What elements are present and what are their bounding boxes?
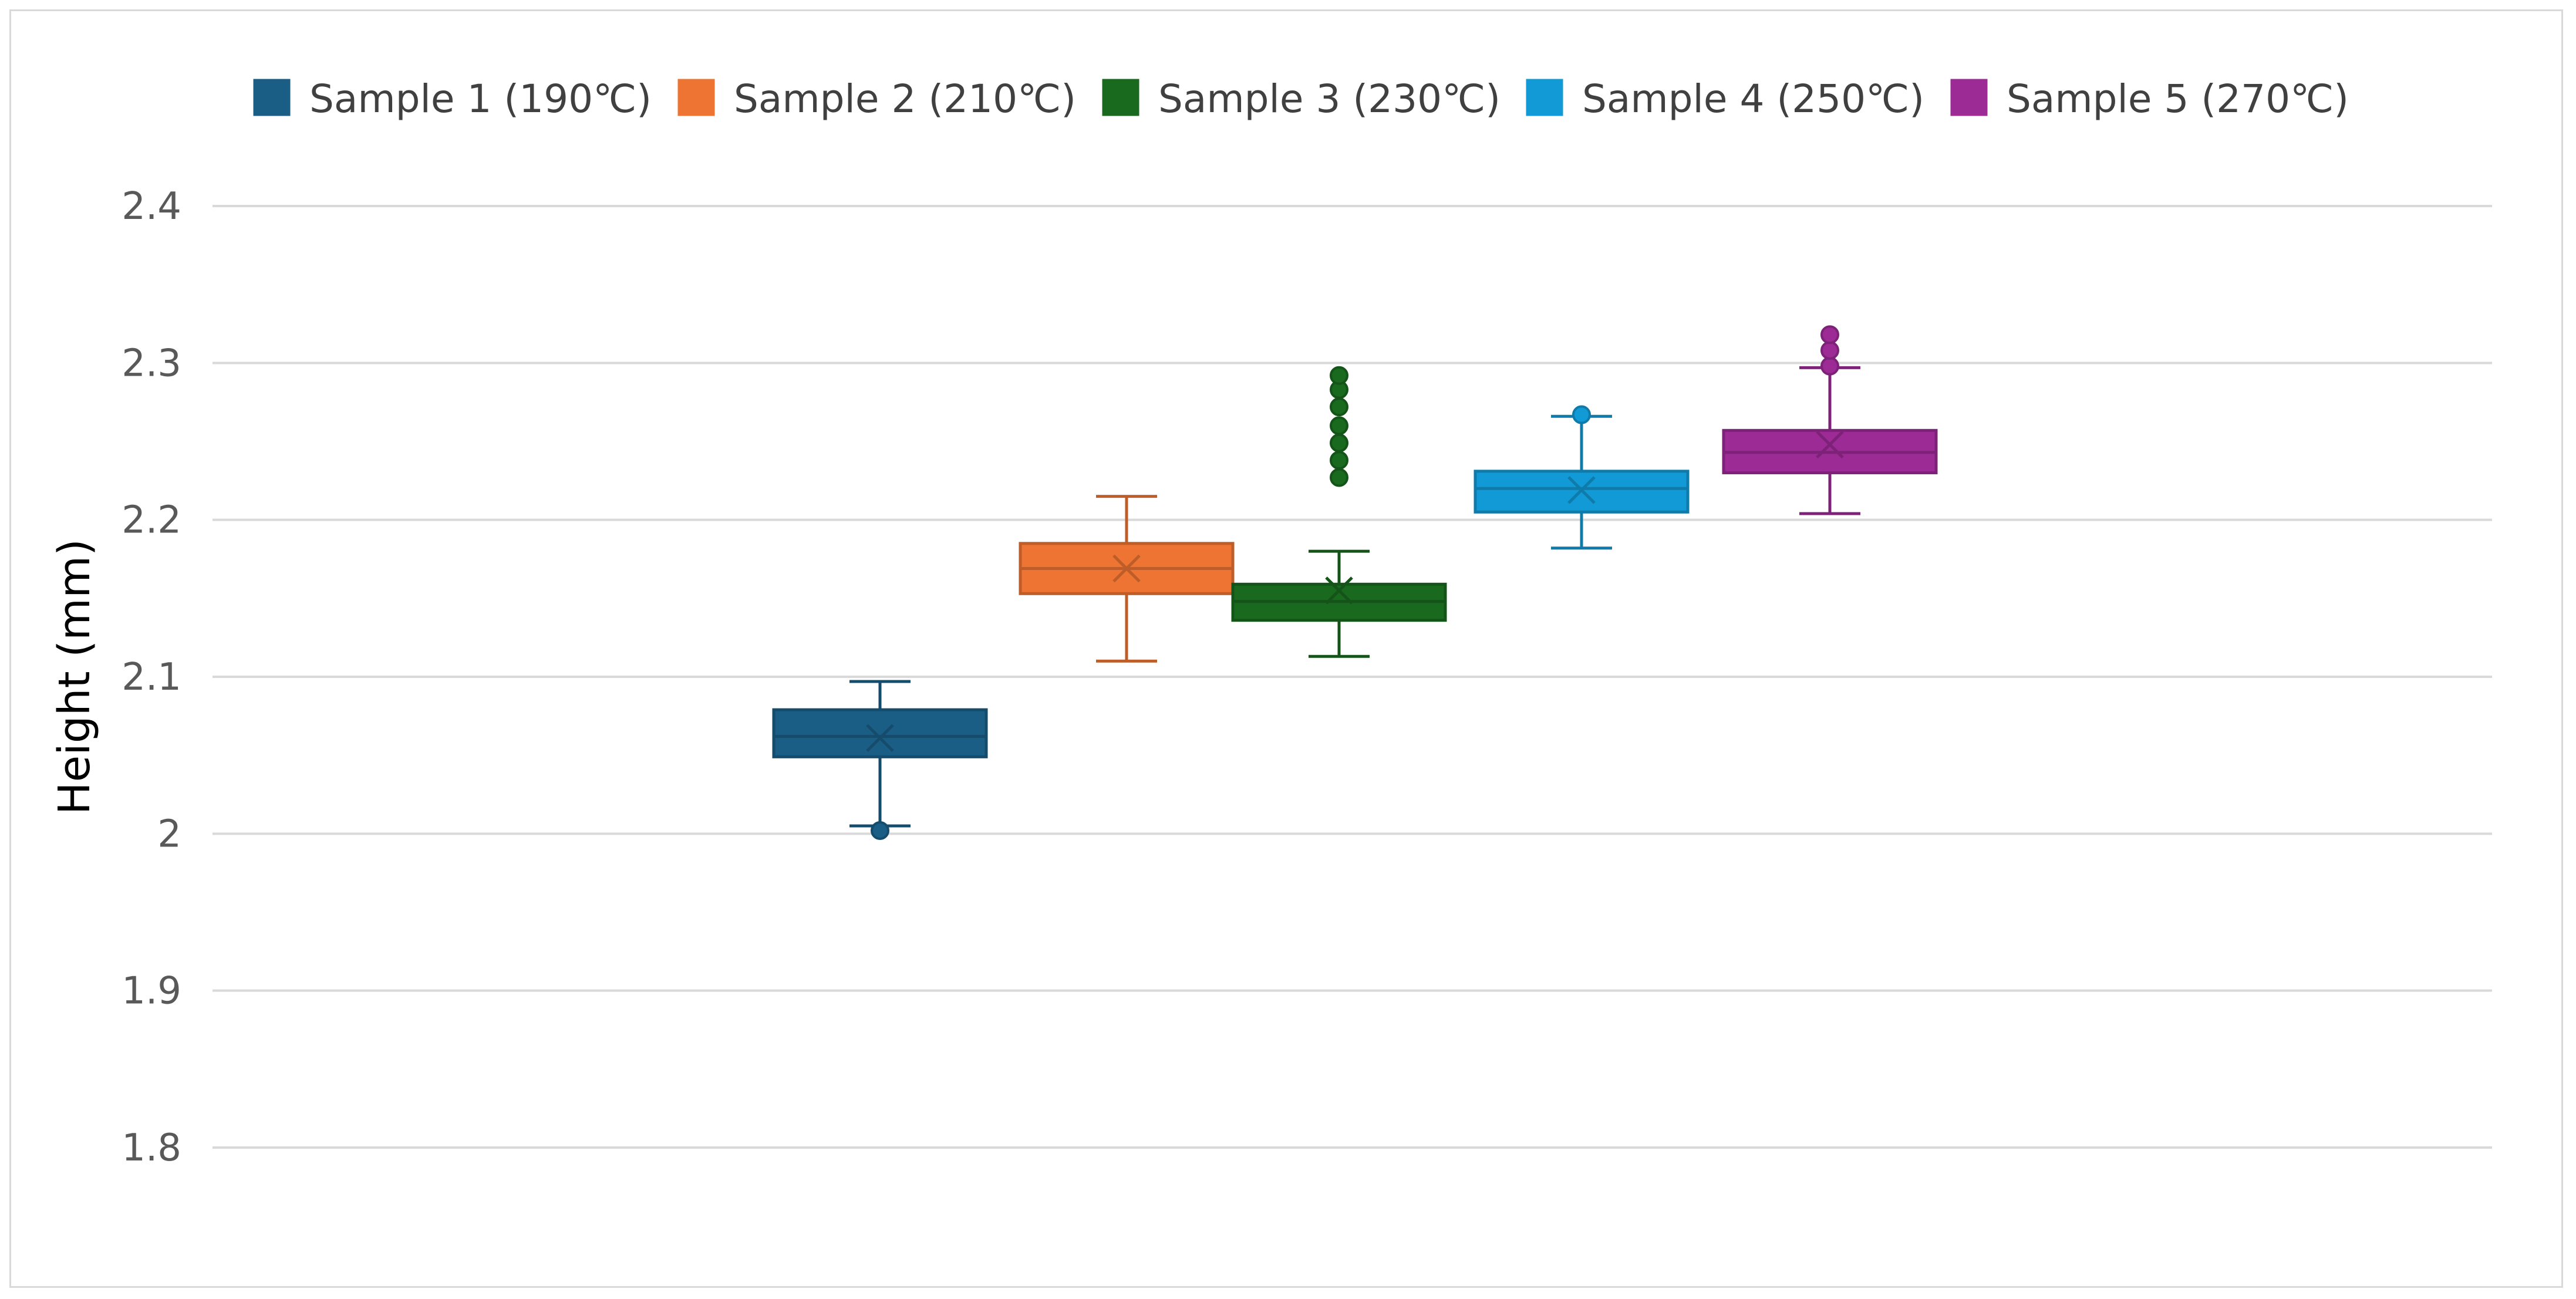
legend-item: Sample 4 (250℃) [1526,76,1924,122]
outlier-point [1330,366,1348,385]
chart-frame: Sample 1 (190℃) Sample 2 (210℃) Sample 3 (… [9,9,2563,1288]
y-tick-label: 2.1 [122,656,181,699]
box-1 [772,680,988,840]
outlier-point [1572,405,1591,424]
outlier-point [1820,356,1839,376]
y-tick-label: 1.9 [122,970,181,1013]
legend-label: Sample 3 (230℃) [1158,76,1501,122]
y-tick-label: 2.3 [122,342,181,385]
legend-label: Sample 1 (190℃) [309,76,652,122]
outlier-point [1330,397,1348,417]
mean-marker [1816,430,1844,459]
iqr-box [772,708,988,758]
box-4 [1474,405,1690,550]
y-tick-label: 2.4 [122,185,181,228]
y-tick-label: 2.2 [122,499,181,542]
mean-marker [866,724,894,753]
chart-svg: Sample 1 (190℃) Sample 2 (210℃) Sample 3 (… [49,76,2492,1170]
outlier-point [1820,325,1839,345]
legend-item: Sample 3 (230℃) [1102,76,1501,122]
mean-marker [1325,576,1353,605]
plot-area [772,325,1938,840]
outlier-point [871,821,889,840]
legend-label: Sample 2 (210℃) [734,76,1076,122]
outlier-point [1330,416,1348,436]
outlier-point [1330,433,1348,453]
legend-label: Sample 4 (250℃) [1582,76,1924,122]
legend-swatch [1526,79,1563,116]
y-axis-title: Height (mm) [49,539,100,815]
outlier-point [1330,451,1348,470]
y-tick-label: 1.8 [122,1126,181,1170]
box-3 [1231,366,1447,658]
box-2 [1019,495,1235,663]
outlier-point [1330,468,1348,487]
outlier-point [1820,340,1839,360]
legend-item: Sample 2 (210℃) [677,76,1076,122]
mean-marker [1112,554,1141,583]
legend: Sample 1 (190℃) Sample 2 (210℃) Sample 3 (… [253,76,2349,122]
legend-swatch [1950,79,1988,116]
legend-swatch [677,79,715,116]
y-axis-ticks: 1.8 1.9 2 2.1 2.2 2.3 2.4 [122,185,181,1170]
legend-label: Sample 5 (270℃) [2007,76,2349,122]
y-tick-label: 2 [157,812,181,856]
legend-swatch [253,79,291,116]
legend-item: Sample 5 (270℃) [1950,76,2349,122]
mean-marker [1567,476,1596,504]
grid-lines [213,205,2492,1149]
legend-swatch [1102,79,1139,116]
box-5 [1722,325,1938,515]
legend-item: Sample 1 (190℃) [253,76,652,122]
